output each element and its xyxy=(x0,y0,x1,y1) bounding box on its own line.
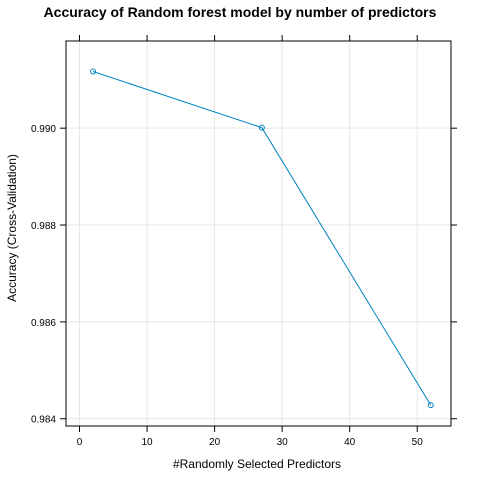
plot-frame xyxy=(65,40,452,427)
x-tick-label: 10 xyxy=(141,437,153,448)
y-tick-label: 0.990 xyxy=(31,124,56,135)
series-line xyxy=(92,71,432,406)
x-axis-label: #Randomly Selected Predictors xyxy=(173,457,341,471)
data-point-marker xyxy=(90,68,97,75)
y-axis-label: Accuracy (Cross-Validation) xyxy=(5,154,19,302)
x-tick-label: 0 xyxy=(77,437,83,448)
y-tick-label: 0.984 xyxy=(31,415,56,426)
x-tick-label: 40 xyxy=(344,437,356,448)
y-tick-label: 0.988 xyxy=(31,221,56,232)
axis-ticks: 0 10 20 30 40 50 0.984 0.986 0.988 0.990 xyxy=(31,35,457,448)
chart-title: Accuracy of Random forest model by numbe… xyxy=(44,4,437,20)
x-tick-label: 20 xyxy=(209,437,221,448)
x-tick-label: 30 xyxy=(277,437,289,448)
data-point-marker xyxy=(427,402,434,409)
series-layer xyxy=(90,68,434,409)
data-point-marker xyxy=(258,124,265,131)
grid-lines xyxy=(66,41,451,426)
x-tick-label: 50 xyxy=(412,437,424,448)
y-tick-label: 0.986 xyxy=(31,318,56,329)
